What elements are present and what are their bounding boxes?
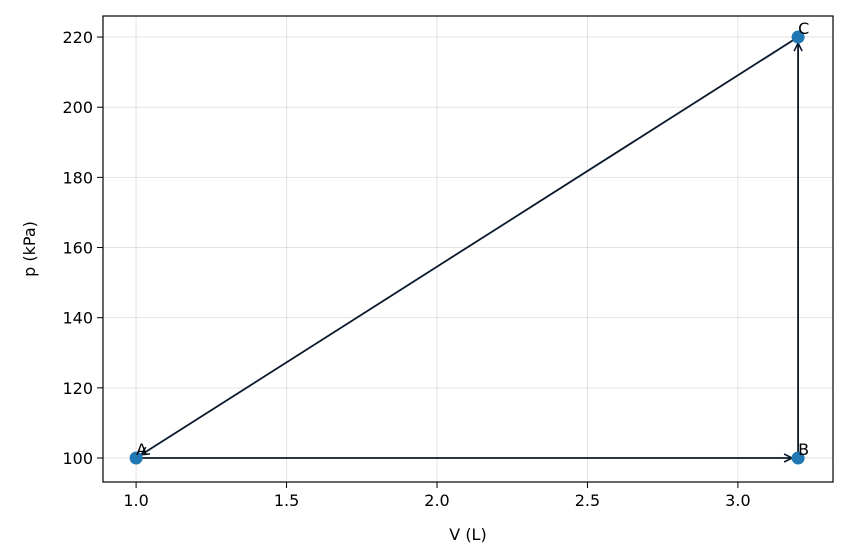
x-tick-label: 1.0 [123,491,148,510]
x-axis-label: V (L) [449,525,486,544]
y-tick-label: 220 [62,28,93,47]
y-tick-label: 180 [62,168,93,187]
point-label: A [136,440,147,459]
y-axis-label: p (kPa) [20,221,39,277]
point-label: C [798,19,809,38]
x-tick-label: 2.5 [575,491,600,510]
y-tick-label: 200 [62,98,93,117]
y-tick-label: 160 [62,239,93,258]
y-tick-label: 100 [62,449,93,468]
plot-frame [102,15,834,483]
state-point [791,30,805,44]
x-tick-label: 3.0 [725,491,750,510]
y-tick-label: 120 [62,379,93,398]
state-point [791,451,805,465]
x-tick-label: 2.0 [424,491,449,510]
process-arrow [141,36,799,455]
point-label: B [798,440,809,459]
state-point [129,451,143,465]
y-tick-label: 140 [62,309,93,328]
x-tick-label: 1.5 [274,491,299,510]
